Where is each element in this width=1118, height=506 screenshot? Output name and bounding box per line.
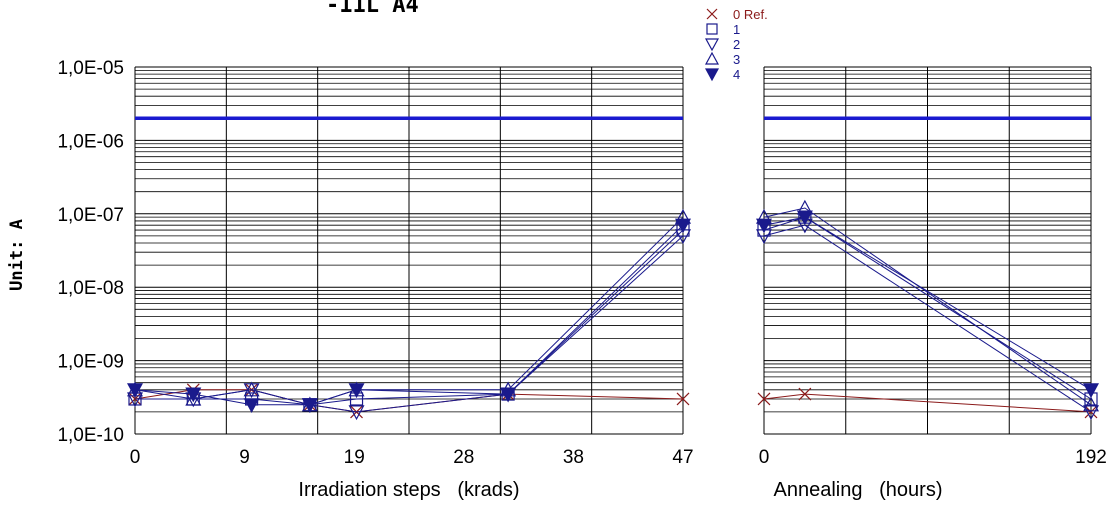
data-point — [1082, 383, 1100, 399]
data-point — [755, 218, 773, 234]
data-point — [185, 387, 202, 403]
data-point — [796, 210, 813, 226]
legend-label: 4 — [733, 67, 740, 82]
legend-item: 0 Ref. — [706, 7, 768, 22]
x-tick-label: 38 — [563, 447, 584, 468]
legend-item: 4 — [704, 67, 740, 82]
legend-label: 3 — [733, 52, 740, 67]
data-point — [1082, 405, 1100, 421]
data-point — [500, 387, 517, 403]
legend-label: 1 — [733, 22, 740, 37]
legend-symbol — [704, 68, 720, 82]
series-line — [763, 207, 1092, 406]
x-tick-label: 0 — [759, 447, 770, 468]
data-point — [243, 381, 260, 397]
data-point — [301, 398, 318, 414]
series-0-ref — [757, 387, 1098, 419]
legend-symbol — [706, 8, 718, 20]
y-tick-label: 1,0E-07 — [57, 205, 124, 226]
y-tick-label: 1,0E-05 — [57, 58, 124, 79]
panel-1: 0 9 19 28 38 47 Irradiation steps (krads) — [126, 66, 694, 501]
legend-label: 2 — [733, 37, 740, 52]
x-axis-label: Annealing (hours) — [774, 479, 943, 501]
y-tick-label: 1,0E-10 — [57, 425, 124, 446]
y-tick-labels: 1,0E-05 1,0E-06 1,0E-07 1,0E-08 1,0E-09 1,0E-… — [57, 58, 124, 446]
data-point — [757, 392, 771, 406]
y-axis-label: Unit: A — [7, 219, 27, 291]
series-4 — [755, 210, 1100, 399]
legend-symbol — [706, 23, 718, 35]
data-point — [676, 392, 690, 406]
legend-label: 0 Ref. — [733, 7, 768, 22]
x-tick-label: 192 — [1075, 447, 1107, 468]
y-tick-label: 1,0E-06 — [57, 131, 124, 152]
chart-title: -11L A4 — [326, 0, 419, 18]
x-tick-label: 47 — [672, 447, 693, 468]
data-point — [185, 390, 202, 406]
legend-item: 1 — [706, 22, 740, 37]
legend-symbol — [704, 51, 720, 65]
data-point — [674, 218, 692, 234]
x-tick-label: 0 — [130, 447, 141, 468]
data-point — [243, 398, 260, 414]
legend-symbol — [704, 38, 720, 52]
x-tick-label: 19 — [344, 447, 365, 468]
data-point — [348, 383, 365, 399]
y-tick-label: 1,0E-08 — [57, 278, 124, 299]
x-axis-label: Irradiation steps (krads) — [298, 479, 519, 501]
legend-item: 3 — [704, 51, 740, 67]
legend-item: 2 — [704, 37, 740, 52]
x-tick-label: 9 — [239, 447, 250, 468]
data-point — [1084, 405, 1098, 419]
x-tick-label: 28 — [453, 447, 474, 468]
y-tick-label: 1,0E-09 — [57, 352, 124, 373]
plot-panels: 0 9 19 28 38 47 Irradiation steps (krads) 0 192 A… — [126, 66, 1107, 501]
data-point — [348, 405, 365, 421]
data-point — [126, 383, 144, 399]
data-point — [798, 387, 812, 401]
data-point — [1082, 396, 1100, 412]
series-4 — [126, 218, 692, 414]
panel-2: 0 192 Annealing (hours) — [755, 66, 1107, 501]
